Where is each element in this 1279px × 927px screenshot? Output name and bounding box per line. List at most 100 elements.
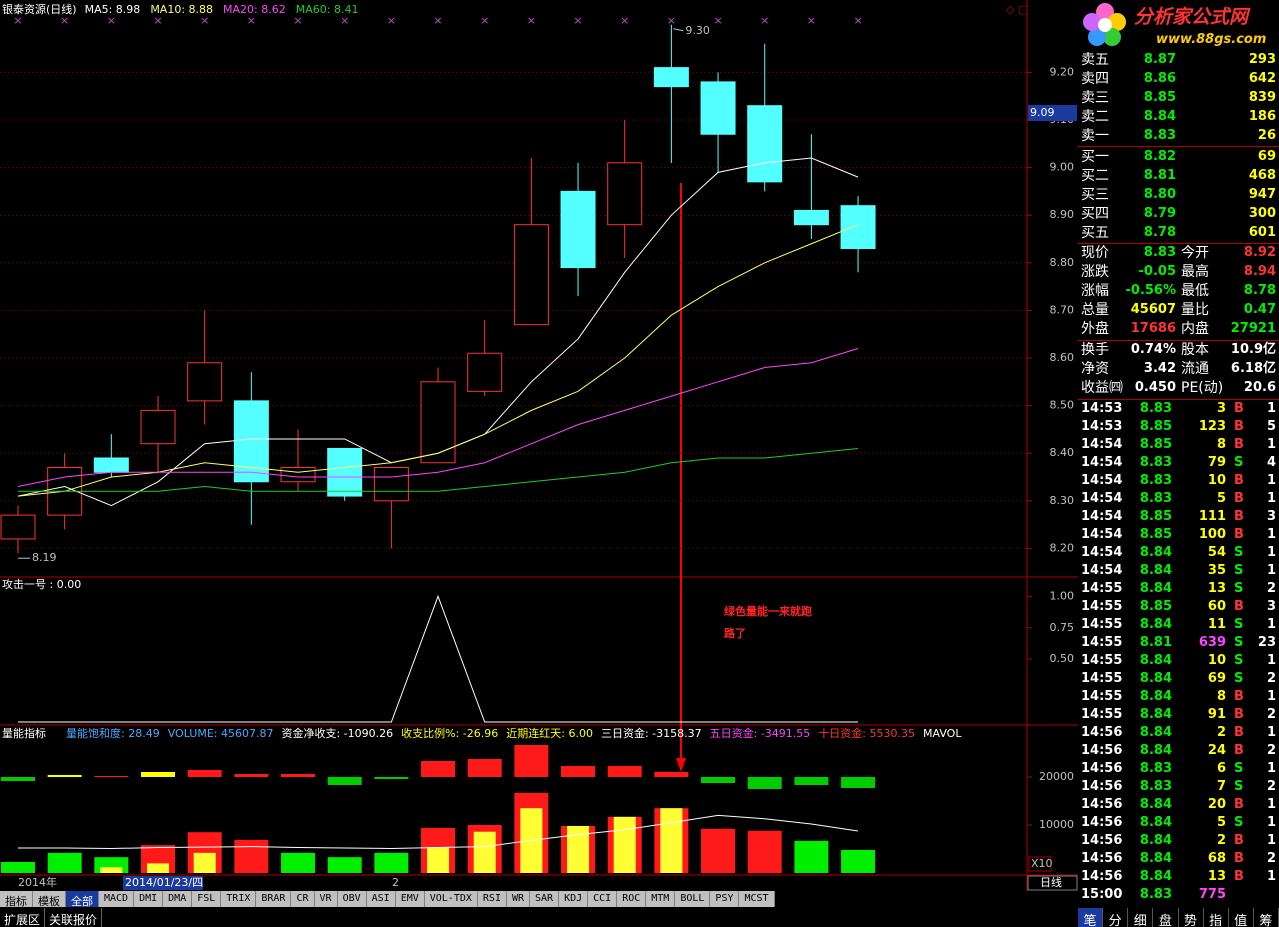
trade-price: 8.84	[1139, 743, 1172, 758]
book-label: 买二	[1081, 168, 1109, 184]
candle-body	[607, 162, 643, 226]
tab[interactable]: FSL	[192, 891, 222, 907]
candle-body	[653, 67, 689, 88]
tab[interactable]: 全部	[66, 891, 99, 908]
trade-time: 14:53	[1081, 419, 1123, 434]
candle-body	[93, 457, 129, 473]
tab[interactable]: MTM	[646, 891, 676, 907]
stat-label: 最高	[1181, 264, 1209, 280]
side-tab[interactable]: 指	[1204, 908, 1229, 927]
book-volume: 601	[1248, 225, 1276, 240]
volume-header: 五日资金: -3491.55	[710, 726, 811, 740]
tab[interactable]: TRIX	[221, 891, 257, 907]
trade-time: 14:55	[1081, 581, 1123, 596]
candle-body	[187, 362, 223, 402]
logo-url: www.88gs.com	[1156, 32, 1267, 47]
tab[interactable]: OBV	[338, 891, 367, 907]
fund-bar	[561, 766, 596, 777]
tab[interactable]: WR	[507, 891, 531, 907]
y-tick-label: 9.20	[1050, 65, 1075, 78]
tab[interactable]: BOLL	[675, 891, 711, 907]
trade-volume: 68	[1207, 851, 1226, 866]
trade-side: S	[1234, 761, 1244, 776]
tab[interactable]: CCI	[588, 891, 618, 907]
side-tab[interactable]: 值	[1229, 908, 1254, 927]
stat-value: 0.450	[1134, 380, 1176, 395]
trade-count: 1	[1266, 491, 1276, 506]
trade-count: 2	[1266, 581, 1276, 596]
y-tick-label: 8.70	[1050, 303, 1075, 316]
tab[interactable]: MCST	[739, 891, 775, 907]
side-tab[interactable]: 细	[1128, 908, 1154, 927]
trade-time: 14:54	[1081, 563, 1123, 578]
trade-count: 1	[1266, 545, 1276, 560]
tab[interactable]: VOL-TDX	[425, 891, 478, 907]
trade-side: S	[1234, 581, 1244, 596]
separator	[1078, 243, 1279, 244]
trade-time: 14:55	[1081, 671, 1123, 686]
tab[interactable]: VR	[315, 891, 338, 907]
trade-price: 8.84	[1139, 851, 1172, 866]
tab[interactable]: BRAR	[256, 891, 292, 907]
marker: ×	[760, 14, 769, 27]
trade-side: B	[1234, 707, 1244, 722]
stat-label: 涨幅	[1081, 283, 1109, 299]
volume-header: 量能指标	[2, 726, 46, 740]
stat-label: 总量	[1081, 302, 1109, 318]
bottom-tab[interactable]: 扩展区	[0, 908, 46, 927]
stat-value: 8.94	[1243, 264, 1276, 279]
stat-label: 股本	[1181, 342, 1209, 358]
side-tab[interactable]: 势	[1179, 908, 1204, 927]
tab[interactable]: DMA	[163, 891, 193, 907]
volume-bar	[841, 849, 876, 873]
fund-bar	[467, 759, 502, 777]
marker: ×	[107, 14, 116, 27]
tab[interactable]: 指标	[0, 891, 33, 908]
stat-label: 净资	[1081, 361, 1109, 377]
trade-time: 14:54	[1081, 437, 1123, 452]
tab[interactable]: MACD	[99, 891, 135, 907]
trade-count: 4	[1266, 455, 1276, 470]
book-label: 卖三	[1081, 90, 1109, 106]
trade-volume: 60	[1207, 599, 1226, 614]
trade-time: 14:54	[1081, 545, 1123, 560]
volume-bar	[747, 830, 782, 873]
bottom-tab[interactable]: 关联报价	[45, 908, 103, 927]
side-tab[interactable]: 筹	[1254, 908, 1279, 927]
trade-count: 23	[1257, 635, 1276, 650]
stat-value: 6.18亿	[1230, 361, 1276, 376]
tab[interactable]: PSY	[710, 891, 740, 907]
volume-bar	[794, 840, 829, 873]
trade-price: 8.84	[1139, 653, 1172, 668]
trade-volume: 54	[1207, 545, 1226, 560]
trade-volume: 7	[1216, 779, 1226, 794]
stat-value: 8.78	[1243, 283, 1276, 298]
tab[interactable]: EMV	[396, 891, 425, 907]
fund-bar	[281, 774, 316, 777]
trade-count: 1	[1266, 401, 1276, 416]
trade-time: 15:00	[1081, 887, 1123, 902]
tab[interactable]: SAR	[530, 891, 560, 907]
trade-side: B	[1234, 851, 1244, 866]
tab[interactable]: ASI	[367, 891, 396, 907]
side-tab[interactable]: 盘	[1153, 908, 1179, 927]
marker: ×	[573, 14, 582, 27]
tab[interactable]: 模板	[33, 891, 66, 908]
trade-count: 1	[1266, 797, 1276, 812]
y-tick-label: 10000	[1039, 818, 1074, 831]
trade-side: S	[1234, 617, 1244, 632]
trade-price: 8.84	[1139, 725, 1172, 740]
side-tab[interactable]: 分	[1103, 908, 1129, 927]
tab[interactable]: CR	[291, 891, 315, 907]
trade-count: 1	[1266, 563, 1276, 578]
side-tab[interactable]: 笔	[1078, 908, 1104, 927]
tab[interactable]: KDJ	[559, 891, 589, 907]
stat-value: 3.42	[1143, 361, 1176, 376]
tab[interactable]: DMI	[134, 891, 164, 907]
trade-count: 1	[1266, 527, 1276, 542]
volume-inner	[427, 847, 450, 873]
tab[interactable]: RSI	[478, 891, 507, 907]
fund-bar	[654, 772, 689, 777]
tab[interactable]: ROC	[617, 891, 647, 907]
book-price: 8.84	[1143, 109, 1176, 124]
